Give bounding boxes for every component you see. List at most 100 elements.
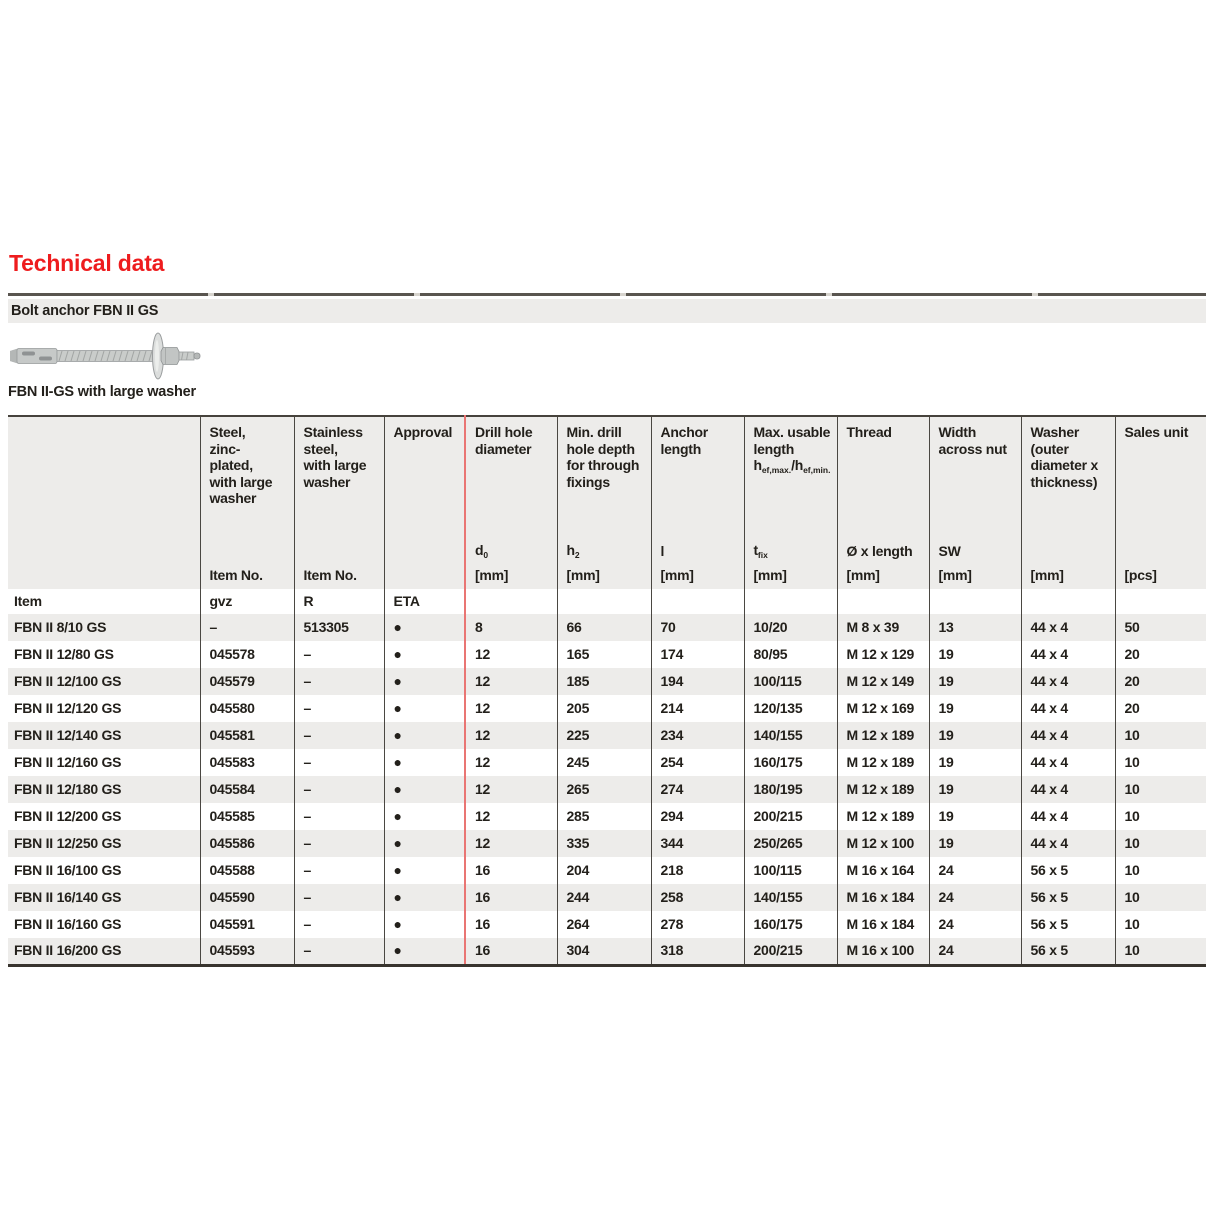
cell-drill-hole-diameter: 16 xyxy=(464,911,557,938)
cell-thread: M 12 x 189 xyxy=(836,749,929,776)
symbol-cell-item xyxy=(8,536,200,561)
table-row: FBN II 12/120 GS 045580– ● 12 205 214 120/135 M… xyxy=(8,695,1206,722)
technical-data-table: Steel, zinc- plated, with large washer St… xyxy=(8,415,1206,967)
technical-table: Steel, zinc- plated, with large washer St… xyxy=(8,415,1206,967)
cell-anchor-length: 234 xyxy=(650,722,744,749)
cell-sales-unit: 10 xyxy=(1114,830,1206,857)
cell-thread: M 16 x 164 xyxy=(836,857,929,884)
row-item-name: FBN II 12/140 GS xyxy=(14,727,122,744)
bolt-anchor-illustration xyxy=(8,330,204,380)
unit-cell-stainless: Item No. xyxy=(293,561,384,589)
cell-anchor-length: 70 xyxy=(650,614,744,641)
bottom-label-width-across-nut xyxy=(928,589,1021,614)
cell-anchor-length: 318 xyxy=(650,938,744,965)
bottom-label-washer xyxy=(1020,589,1115,614)
cell-steel-gvz: 045578 xyxy=(199,641,294,668)
column-header-washer: Washer (outer diameter x thickness) xyxy=(1020,416,1115,536)
cell-thread: M 12 x 100 xyxy=(836,830,929,857)
table-row: FBN II 12/200 GS 045585– ● 12 285 294 200/215 M… xyxy=(8,803,1206,830)
row-item-name: FBN II 16/200 GS xyxy=(14,942,122,959)
cell-stainless: – xyxy=(293,776,384,803)
cell-anchor-length: 214 xyxy=(650,695,744,722)
cell-washer: 56 x 5 xyxy=(1020,938,1115,965)
cell-steel-gvz: 045581 xyxy=(199,722,294,749)
cell-max-usable-length: 140/155 xyxy=(743,722,837,749)
approval-dot: ● xyxy=(383,695,465,722)
cell-stainless: – xyxy=(293,938,384,965)
dashed-divider xyxy=(8,293,1206,296)
cell-thread: M 12 x 189 xyxy=(836,776,929,803)
cell-min-drill-hole-depth: 244 xyxy=(556,884,651,911)
unit-cell-drill-hole-diameter: [mm] xyxy=(464,561,557,589)
image-caption: FBN II-GS with large washer xyxy=(8,384,196,400)
cell-thread: M 16 x 184 xyxy=(836,884,929,911)
approval-dot: ● xyxy=(383,749,465,776)
cell-width-across-nut: 19 xyxy=(928,803,1021,830)
cell-max-usable-length: 250/265 xyxy=(743,830,837,857)
bottom-label-anchor-length xyxy=(650,589,744,614)
column-header-stainless: Stainless steel, with large washer xyxy=(293,416,384,536)
column-header-thread: Thread xyxy=(836,416,929,536)
cell-min-drill-hole-depth: 264 xyxy=(556,911,651,938)
row-item-name: FBN II 16/140 GS xyxy=(14,889,122,906)
cell-drill-hole-diameter: 12 xyxy=(464,722,557,749)
cell-max-usable-length: 180/195 xyxy=(743,776,837,803)
cell-sales-unit: 10 xyxy=(1114,857,1206,884)
bottom-label-approval: ETA xyxy=(383,589,465,614)
row-item-name: FBN II 12/120 GS xyxy=(14,700,122,717)
unit-cell-min-drill-hole-depth: [mm] xyxy=(556,561,651,589)
symbol-cell-steel-gvz xyxy=(199,536,294,561)
table-row: FBN II 12/160 GS 045583– ● 12 245 254 160/175 M… xyxy=(8,749,1206,776)
section-title: Bolt anchor FBN II GS xyxy=(11,303,159,319)
bottom-label-thread xyxy=(836,589,929,614)
cell-stainless: – xyxy=(293,695,384,722)
unit-cell-item xyxy=(8,561,200,589)
expansion-sleeve xyxy=(16,348,58,364)
cell-steel-gvz: 045588 xyxy=(199,857,294,884)
cell-washer: 44 x 4 xyxy=(1020,722,1115,749)
approval-dot: ● xyxy=(383,614,465,641)
bottom-label-max-usable-length xyxy=(743,589,837,614)
symbol-cell-anchor-length: l xyxy=(650,536,744,561)
approval-dot: ● xyxy=(383,803,465,830)
hef-formula: hef,max./hef,min. xyxy=(753,457,831,476)
row-item-name: FBN II 8/10 GS xyxy=(14,619,107,636)
cell-sales-unit: 10 xyxy=(1114,884,1206,911)
cell-max-usable-length: 160/175 xyxy=(743,911,837,938)
cell-washer: 44 x 4 xyxy=(1020,695,1115,722)
column-header-item xyxy=(8,416,200,536)
cell-width-across-nut: 19 xyxy=(928,749,1021,776)
cell-steel-gvz: 045579 xyxy=(199,668,294,695)
cell-washer: 44 x 4 xyxy=(1020,803,1115,830)
cell-washer: 44 x 4 xyxy=(1020,749,1115,776)
cell-washer: 56 x 5 xyxy=(1020,884,1115,911)
bottom-label-sales-unit xyxy=(1114,589,1206,614)
table-row: FBN II 16/140 GS 045590– ● 16 244 258 140/155 M… xyxy=(8,884,1206,911)
cell-max-usable-length: 120/135 xyxy=(743,695,837,722)
cell-thread: M 12 x 189 xyxy=(836,722,929,749)
cell-steel-gvz: 045585 xyxy=(199,803,294,830)
symbol-cell-drill-hole-diameter: d0 xyxy=(464,536,557,561)
column-header-sales-unit: Sales unit xyxy=(1114,416,1206,536)
approval-dot: ● xyxy=(383,911,465,938)
column-header-max-usable-length: Max. usable length hef,max./hef,min. xyxy=(743,416,837,536)
column-header-approval: Approval xyxy=(383,416,465,536)
unit-cell-max-usable-length: [mm] xyxy=(743,561,837,589)
cell-min-drill-hole-depth: 165 xyxy=(556,641,651,668)
row-item-name: FBN II 16/100 GS xyxy=(14,862,122,879)
column-header-drill-hole-diameter: Drill hole diameter xyxy=(464,416,557,536)
symbol-cell-sales-unit xyxy=(1114,536,1206,561)
symbol-cell-washer xyxy=(1020,536,1115,561)
cell-width-across-nut: 13 xyxy=(928,614,1021,641)
cell-washer: 44 x 4 xyxy=(1020,641,1115,668)
cell-steel-gvz: – xyxy=(199,614,294,641)
cell-anchor-length: 194 xyxy=(650,668,744,695)
table-row: FBN II 8/10 GS –513305 ● 8 66 70 10/20 M 8 x 39… xyxy=(8,614,1206,641)
cell-washer: 44 x 4 xyxy=(1020,830,1115,857)
cell-max-usable-length: 200/215 xyxy=(743,938,837,965)
cell-anchor-length: 258 xyxy=(650,884,744,911)
symbol-cell-width-across-nut: SW xyxy=(928,536,1021,561)
header-symbols-row: d0 h2 l tfix Ø x length SW xyxy=(8,536,1206,561)
cell-max-usable-length: 80/95 xyxy=(743,641,837,668)
cell-sales-unit: 20 xyxy=(1114,668,1206,695)
